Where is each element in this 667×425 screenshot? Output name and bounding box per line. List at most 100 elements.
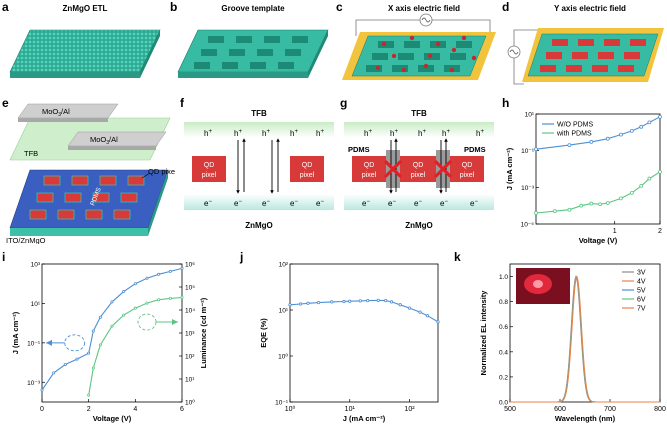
y-axis-label: J (mA cm⁻²) <box>505 147 514 190</box>
qd-pixel-f-2: QD pixel <box>290 156 324 182</box>
data-point <box>91 329 95 333</box>
y-tick-label-1: 10⁻³ <box>521 185 535 192</box>
data-point <box>75 357 79 361</box>
x-tick-label-2: 700 <box>604 406 616 413</box>
band-schematic-g: TFB ZnMgO QD pixel QD pixel QD pixel PDM… <box>344 109 494 230</box>
data-point <box>552 209 557 214</box>
carrier-labels-f: h+ h+ h+ h+ h+ e− e− e− e− e− <box>204 129 324 208</box>
chart-h: 1 2 10⁻⁵ 10⁻³ 10⁻¹ 10¹ Voltage (V) J (mA cm⁻²) W… <box>505 112 662 246</box>
data-point <box>288 303 292 307</box>
luminance-indicator-arrowhead <box>172 319 178 326</box>
svg-text:h+: h+ <box>316 129 324 138</box>
x-tick-label-0: 0 <box>40 406 44 413</box>
x-tick-label-3: 6 <box>180 406 184 413</box>
panel-label-d: d <box>502 0 510 14</box>
panel-a: a ZnMgO ETL <box>0 0 165 92</box>
y-tick-label-0: 0.0 <box>499 400 508 407</box>
svg-text:e−: e− <box>440 199 448 208</box>
svg-text:pixel: pixel <box>202 172 217 179</box>
data-point <box>598 202 603 207</box>
panel-label-c: c <box>336 0 343 14</box>
x-field-render <box>342 13 496 80</box>
data-point <box>168 296 172 300</box>
groove-template-render <box>177 29 329 78</box>
data-point <box>619 196 623 201</box>
panel-label-e: e <box>2 96 9 110</box>
znmgo-label-f: ZnMgO <box>245 221 273 230</box>
panel-i: i 0 2 4 6 10⁻³ 10⁻¹ 10¹ 10³ Voltage (V) J (mA cm⁻… <box>0 250 210 425</box>
data-point <box>87 393 91 397</box>
svg-text:pixel: pixel <box>411 172 426 179</box>
x-axis-label: Voltage (V) <box>579 236 618 245</box>
pdms-label-g-right: PDMS <box>464 145 486 154</box>
data-point <box>436 320 440 324</box>
data-point <box>639 183 644 188</box>
data-point <box>122 290 126 294</box>
data-point <box>639 124 644 129</box>
data-point <box>425 314 430 318</box>
y2-tick-label-6: 10⁶ <box>185 262 195 269</box>
data-point <box>145 276 149 280</box>
svg-text:QD: QD <box>462 162 473 169</box>
panel-b: b Groove template <box>168 0 333 92</box>
legend-label-0: 3V <box>637 270 646 277</box>
data-point <box>579 203 584 208</box>
data-point <box>157 298 161 302</box>
legend-label-4: 7V <box>637 306 646 313</box>
data-point <box>306 301 310 305</box>
chart-k: 500 600 700 800 0.0 0.2 0.4 0.6 0.8 1.0 Wavelength… <box>479 263 666 423</box>
y-tick-label-2: 10¹ <box>279 308 289 315</box>
svg-text:h+: h+ <box>476 129 484 138</box>
panel-f: f TFB ZnMgO QD pixel QD pixel h+ h+ h+ h… <box>178 96 338 244</box>
data-point <box>316 300 321 305</box>
band-schematic-f: TFB ZnMgO QD pixel QD pixel h+ h+ h+ h+ … <box>184 109 334 230</box>
substrate-label-e: ITO/ZnMgO <box>6 236 46 244</box>
data-point <box>52 371 56 375</box>
svg-text:e−: e− <box>470 199 478 208</box>
y2-tick-label-2: 10² <box>185 354 195 361</box>
y2-tick-label-5: 10⁵ <box>185 285 195 292</box>
svg-text:e−: e− <box>262 199 270 208</box>
series-line-1 <box>535 171 661 214</box>
svg-text:QD: QD <box>364 162 375 169</box>
data-point <box>376 298 380 302</box>
svg-text:QD: QD <box>204 162 215 169</box>
spectrum-line-4 <box>510 275 660 403</box>
panel-j: j 10⁰ 10¹ 10² 10⁻¹ 10⁰ 10¹ 10² J (mA cm⁻²) EQE (… <box>238 250 448 425</box>
y-tick-label-2: 0.4 <box>499 349 508 356</box>
y2-axis-label: Luminance (cd m⁻²) <box>199 297 208 368</box>
y-tick-label-1: 10⁰ <box>278 353 288 361</box>
data-point <box>40 388 44 392</box>
x-tick-label-1: 2 <box>87 406 91 413</box>
panel-label-h: h <box>502 96 510 110</box>
svg-text:h+: h+ <box>364 129 372 138</box>
data-point <box>398 303 402 307</box>
data-point <box>133 282 137 286</box>
plot-frame <box>289 263 439 403</box>
svg-text:e−: e− <box>362 199 370 208</box>
qd-pixel-g-1: QD pixel <box>352 156 386 182</box>
carrier-labels-g: h+ h+ h+ h+ h+ e− e− e− e− e− <box>362 129 484 208</box>
legend-label-2: 5V <box>637 288 646 295</box>
legend-label-3: 6V <box>637 297 646 304</box>
tfb-label-e: TFB <box>24 149 38 158</box>
y-tick-label-0: 10⁻¹ <box>275 400 289 407</box>
x-tick-label-0: 1 <box>613 228 617 235</box>
legend-label-1: 4V <box>637 279 646 286</box>
panel-title-a: ZnMgO ETL <box>62 4 108 13</box>
panel-d: d Y axis electric field <box>500 0 667 92</box>
data-point <box>98 343 102 347</box>
y2-tick-label-0: 10⁰ <box>185 399 195 407</box>
legend-label-0: W/O PDMS <box>557 122 593 129</box>
series-line-1 <box>88 296 183 396</box>
x-axis-label: Voltage (V) <box>93 414 132 423</box>
panel-k: k 500 600 700 800 0.0 0.2 0.4 0.6 0.8 1.0 Waveleng… <box>452 250 667 425</box>
panel-title-d: Y axis electric field <box>554 4 626 13</box>
qd-pixel-label-e: QD pixel <box>148 167 175 176</box>
data-point <box>384 299 388 303</box>
data-point <box>407 306 412 310</box>
svg-text:e−: e− <box>414 199 422 208</box>
x-tick-label-1: 2 <box>658 228 662 235</box>
data-point <box>91 366 95 370</box>
